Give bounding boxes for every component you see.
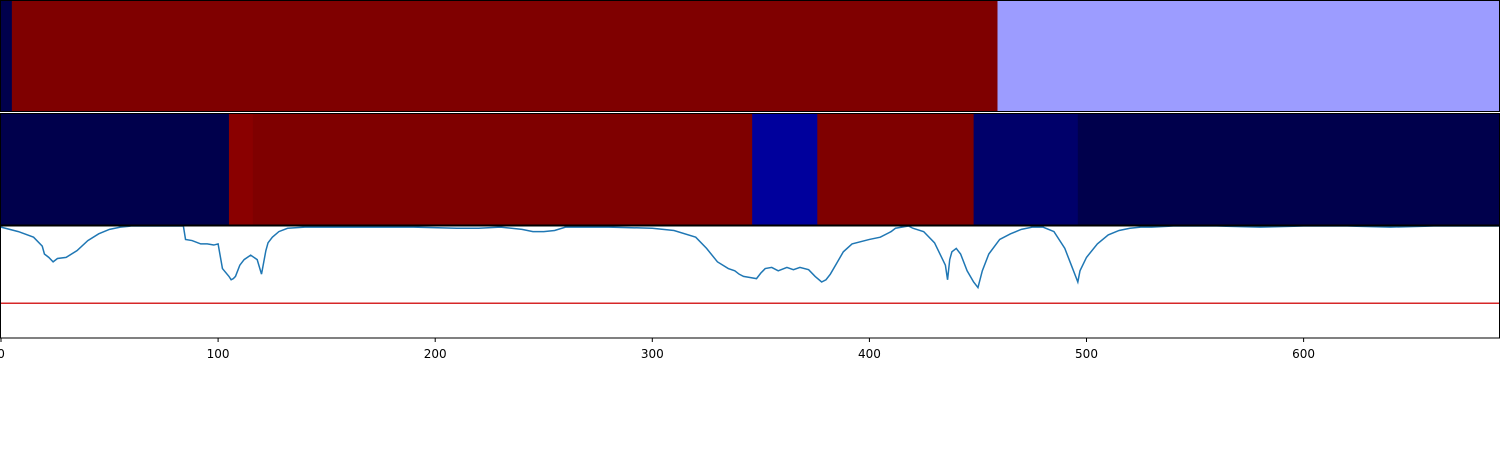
top-strip-segment-1 — [11, 1, 999, 111]
x-axis: 0 100 200 300 400 500 600 — [0, 338, 1315, 361]
top-strip-segment-2 — [997, 1, 1500, 111]
middle-strip-segment-5 — [973, 114, 1079, 225]
x-tick-label-4: 400 — [858, 347, 881, 361]
middle-heatmap-strip — [1, 114, 1500, 225]
middle-strip-segment-2 — [252, 114, 753, 225]
middle-strip-segment-4 — [817, 114, 975, 225]
top-strip-segment-0 — [1, 1, 13, 111]
x-tick-label-5: 500 — [1075, 347, 1098, 361]
x-tick-label-6: 600 — [1292, 347, 1315, 361]
x-tick-label-0: 0 — [0, 347, 5, 361]
bottom-panel-frame — [0, 225, 1500, 339]
x-tick-label-1: 100 — [207, 347, 230, 361]
series-line — [0, 225, 1499, 290]
middle-strip-segment-6 — [1077, 114, 1500, 225]
middle-strip-segment-1 — [228, 114, 254, 225]
top-heatmap-strip — [1, 1, 1500, 111]
line-plot-panel — [0, 225, 1499, 305]
x-tick-label-2: 200 — [424, 347, 447, 361]
x-tick-label-3: 300 — [641, 347, 664, 361]
middle-strip-segment-3 — [752, 114, 818, 225]
middle-strip-segment-0 — [1, 114, 230, 225]
